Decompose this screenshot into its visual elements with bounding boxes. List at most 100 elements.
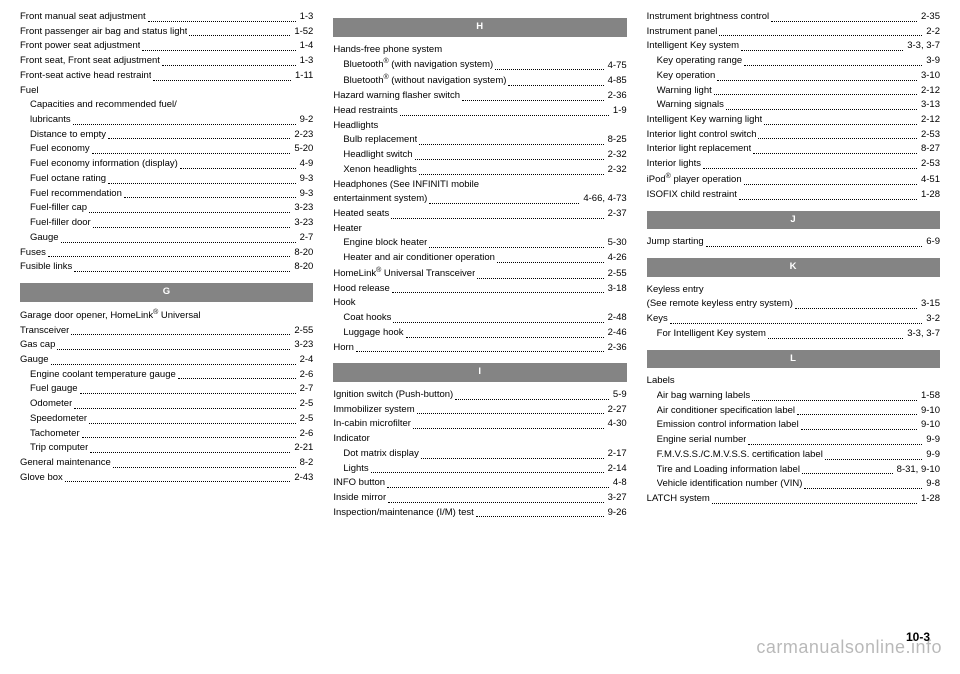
index-entry: Instrument brightness control2-35 [647, 10, 940, 25]
entry-label: Jump starting [647, 235, 704, 250]
index-entry: HomeLink® Universal Transceiver2-55 [333, 266, 626, 282]
index-entry: Fuel gauge2-7 [20, 382, 313, 397]
entry-label: Speedometer [30, 412, 87, 427]
entry-page: 8-2 [298, 456, 314, 471]
index-entry: INFO button4-8 [333, 476, 626, 491]
index-entry: Trip computer2-21 [20, 441, 313, 456]
entry-label: Heated seats [333, 207, 389, 222]
leader-dots [71, 334, 290, 335]
leader-dots [804, 488, 922, 489]
leader-dots [429, 247, 603, 248]
entry-label: Dot matrix display [343, 447, 419, 462]
index-parent: Heater [333, 222, 626, 237]
entry-page: 4-66, 4-73 [581, 192, 626, 207]
leader-dots [753, 153, 917, 154]
entry-label: Hazard warning flasher switch [333, 89, 460, 104]
entry-label: (See remote keyless entry system) [647, 297, 793, 312]
index-entry: ISOFIX child restraint1-28 [647, 188, 940, 203]
leader-dots [92, 153, 291, 154]
leader-dots [758, 138, 916, 139]
entry-page: 3-23 [292, 201, 313, 216]
leader-dots [477, 278, 603, 279]
entry-page: 3-13 [919, 98, 940, 113]
entry-label: Immobilizer system [333, 403, 414, 418]
entry-label: Bluetooth® (with navigation system) [343, 57, 493, 73]
section-heading: G [20, 283, 313, 302]
entry-label: Front seat, Front seat adjustment [20, 54, 160, 69]
entry-label: Instrument panel [647, 25, 718, 40]
entry-page: 2-32 [606, 163, 627, 178]
entry-label: Xenon headlights [343, 163, 416, 178]
index-entry: For Intelligent Key system3-3, 3-7 [647, 327, 940, 342]
entry-label: Inside mirror [333, 491, 386, 506]
leader-dots [113, 467, 296, 468]
index-entry: Glove box2-43 [20, 471, 313, 486]
leader-dots [462, 100, 604, 101]
entry-label: Heater and air conditioner operation [343, 251, 495, 266]
section-heading: L [647, 350, 940, 369]
leader-dots [497, 262, 604, 263]
leader-dots [717, 80, 917, 81]
index-entry: Fuel-filler door3-23 [20, 216, 313, 231]
index-parent: Fuel [20, 84, 313, 99]
leader-dots [726, 109, 917, 110]
index-entry: Front passenger air bag and status light… [20, 25, 313, 40]
entry-page: 5-20 [292, 142, 313, 157]
leader-dots [419, 144, 603, 145]
entry-label: Fuel economy information (display) [30, 157, 178, 172]
leader-dots [744, 184, 917, 185]
leader-dots [74, 408, 295, 409]
entry-page: 2-37 [606, 207, 627, 222]
entry-label: Gauge [20, 353, 49, 368]
entry-label: Intelligent Key warning light [647, 113, 763, 128]
index-entry: Instrument panel2-2 [647, 25, 940, 40]
entry-page: 2-55 [606, 267, 627, 282]
leader-dots [391, 218, 603, 219]
entry-page: 4-51 [919, 173, 940, 188]
entry-page: 2-55 [292, 324, 313, 339]
entry-page: 2-35 [919, 10, 940, 25]
entry-label: In-cabin microfilter [333, 417, 411, 432]
leader-dots [714, 94, 917, 95]
entry-page: 8-31, 9-10 [895, 463, 940, 478]
index-entry: Gas cap3-23 [20, 338, 313, 353]
entry-label: Fuel-filler door [30, 216, 91, 231]
entry-label: Fuses [20, 246, 46, 261]
entry-label: Fuel octane rating [30, 172, 106, 187]
index-entry: Interior light control switch2-53 [647, 128, 940, 143]
index-entry: Tachometer2-6 [20, 427, 313, 442]
leader-dots [768, 338, 903, 339]
leader-dots [65, 481, 291, 482]
index-entry: Intelligent Key warning light 2-12 [647, 113, 940, 128]
entry-label: Headlight switch [343, 148, 412, 163]
entry-page: 2-48 [606, 311, 627, 326]
entry-label: Glove box [20, 471, 63, 486]
index-entry: Bulb replacement8-25 [333, 133, 626, 148]
index-entry: Heater and air conditioner operation4-26 [333, 251, 626, 266]
entry-page: 2-7 [298, 382, 314, 397]
index-entry: Fuel octane rating9-3 [20, 172, 313, 187]
index-parent: Capacities and recommended fuel/ [20, 98, 313, 113]
index-entry: Engine serial number9-9 [647, 433, 940, 448]
entry-label: Fuel economy [30, 142, 90, 157]
entry-page: 1-58 [919, 389, 940, 404]
entry-page: 9-3 [298, 187, 314, 202]
leader-dots [393, 322, 603, 323]
leader-dots [508, 85, 603, 86]
entry-label: Hood release [333, 282, 390, 297]
entry-page: 9-9 [924, 448, 940, 463]
index-entry: Immobilizer system2-27 [333, 403, 626, 418]
entry-label: Bulb replacement [343, 133, 417, 148]
entry-label: Inspection/maintenance (I/M) test [333, 506, 473, 521]
index-entry: Front power seat adjustment1-4 [20, 39, 313, 54]
index-entry: Gauge2-7 [20, 231, 313, 246]
leader-dots [51, 364, 296, 365]
entry-page: 2-12 [919, 113, 940, 128]
index-entry: Bluetooth® (without navigation system)4-… [333, 73, 626, 89]
entry-label: Luggage hook [343, 326, 403, 341]
index-entry: Air bag warning labels1-58 [647, 389, 940, 404]
leader-dots [388, 502, 604, 503]
entry-label: Front passenger air bag and status light [20, 25, 187, 40]
entry-label: Engine coolant temperature gauge [30, 368, 176, 383]
index-entry: Head restraints1-9 [333, 104, 626, 119]
